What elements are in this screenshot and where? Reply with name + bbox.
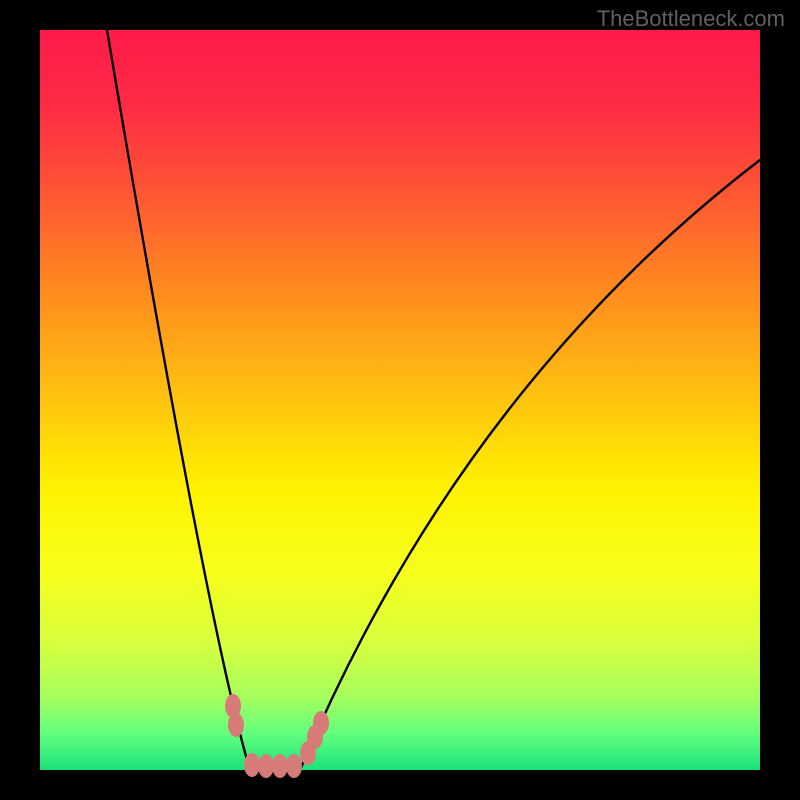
marker-point xyxy=(244,753,260,777)
watermark-text: TheBottleneck.com xyxy=(597,6,785,32)
chart-svg xyxy=(0,0,800,800)
plot-area xyxy=(40,30,760,778)
stage: TheBottleneck.com xyxy=(0,0,800,800)
marker-point xyxy=(272,754,288,778)
marker-point xyxy=(313,711,329,735)
marker-point xyxy=(286,754,302,778)
plot-background xyxy=(40,30,760,770)
marker-point xyxy=(258,754,274,778)
marker-point xyxy=(228,713,244,737)
